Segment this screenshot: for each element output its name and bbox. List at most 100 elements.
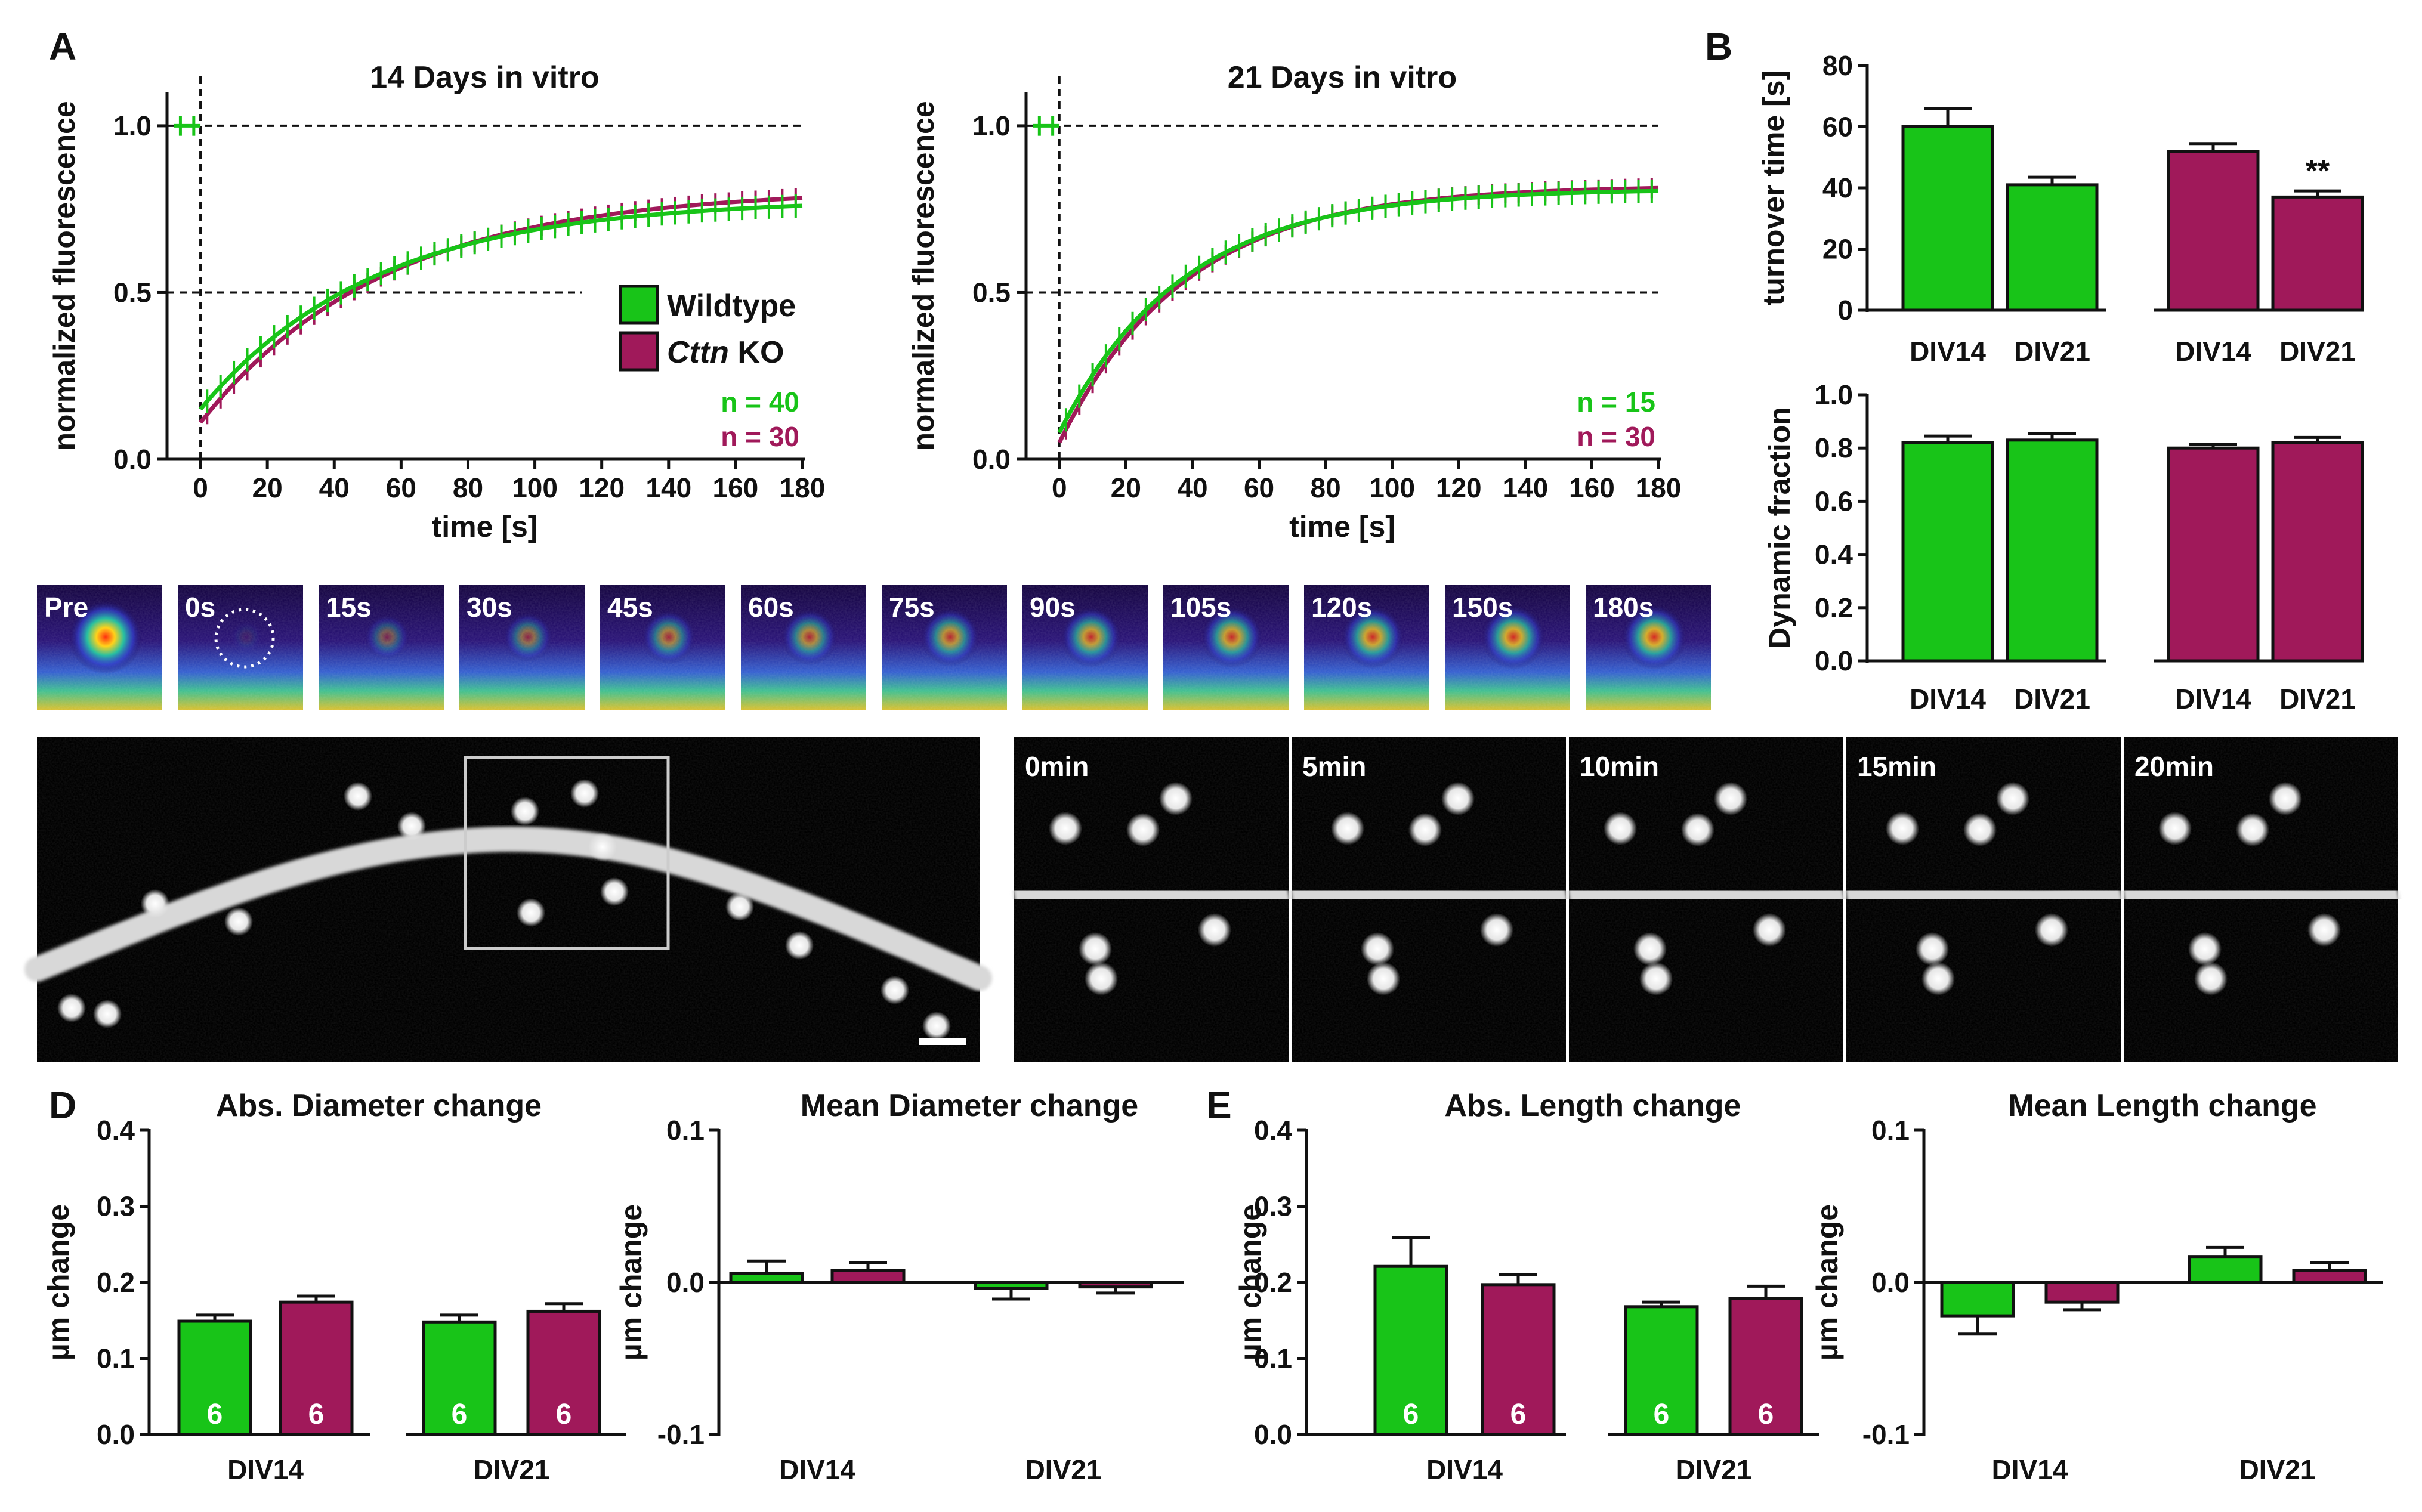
dendritic-spine: [2158, 812, 2192, 845]
dendritic-spine: [224, 907, 253, 936]
group-label: DIV14: [1426, 1454, 1503, 1485]
dendrite-shaft: [1845, 882, 2123, 909]
frap-frame-label: 180s: [1593, 592, 1654, 623]
frap-frame-label: 45s: [607, 592, 653, 623]
category-label: DIV14: [1910, 684, 1986, 715]
y-tick-label: 0.4: [1815, 539, 1853, 570]
bar: [2271, 441, 2364, 663]
bar: [2271, 195, 2364, 312]
frap-frame: 120s: [1304, 585, 1429, 710]
y-tick-label: 0.6: [1815, 486, 1853, 517]
frap-frame: 105s: [1163, 585, 1289, 710]
y-tick-label: 0.1: [97, 1343, 135, 1374]
y-tick-label: 1.0: [113, 110, 152, 141]
bar-count-label: 6: [1758, 1399, 1774, 1430]
x-tick-label: 140: [1502, 472, 1548, 503]
y-tick-label: 0.0: [1815, 645, 1853, 676]
dendritic-spine: [1639, 962, 1673, 995]
dendritic-spine: [517, 898, 545, 927]
dendritic-spine: [1126, 813, 1160, 846]
n-label-wildtype: n = 40: [721, 386, 799, 418]
dendritic-spine: [1681, 813, 1714, 846]
timelapse-frame: 0min: [1012, 737, 1291, 1062]
category-label: DIV21: [2014, 684, 2090, 715]
frap-spine-signal: [1481, 604, 1546, 670]
frap-spine-signal: [364, 614, 410, 660]
dendritic-spine: [785, 931, 814, 960]
frap-frame: 30s: [459, 585, 585, 710]
group-label: DIV14: [779, 1454, 855, 1485]
dendritic-spine: [511, 797, 539, 825]
timelapse-frame-label: 10min: [1580, 751, 1659, 782]
legend-ko-label: Cttn KO: [667, 335, 784, 370]
y-tick-label: 0.5: [113, 277, 152, 308]
x-tick-label: 80: [1311, 472, 1341, 503]
x-tick-label: 160: [713, 472, 759, 503]
chart-title: Abs. Diameter change: [216, 1089, 542, 1123]
x-tick-label: 120: [579, 472, 625, 503]
legend: Wildtype Cttn KO: [619, 285, 796, 372]
frap-frame: 150s: [1445, 585, 1570, 710]
x-tick-label: 40: [1177, 472, 1207, 503]
dendrite-overview-image: [24, 737, 992, 1062]
micrograph-noise: [37, 737, 980, 1062]
dendrite-shaft: [2122, 882, 2401, 909]
y-tick-label: 0.0: [1254, 1419, 1292, 1450]
y-axis-label: Dynamic fraction: [1763, 407, 1796, 649]
group-label: DIV21: [474, 1454, 550, 1485]
bar: [2292, 1269, 2367, 1284]
dendritic-spine: [1049, 812, 1082, 845]
y-tick-label: 0.3: [97, 1191, 135, 1222]
dendritic-spine: [93, 1000, 122, 1028]
group-label: DIV21: [2239, 1454, 2316, 1485]
chart-title: 14 Days in vitro: [370, 60, 599, 95]
dendrite-shaft: [1290, 882, 1568, 909]
dendritic-spine: [57, 994, 86, 1022]
frap-frame: 0s: [178, 585, 303, 710]
dendritic-spine: [1886, 812, 1919, 845]
legend-ko-swatch: [619, 331, 659, 372]
timelapse-image-strip: 0min 5min 10min 15min 20min: [1012, 737, 2401, 1062]
y-tick-label: 0.0: [113, 444, 152, 475]
y-tick-label: -0.1: [1862, 1419, 1910, 1450]
panel-letter-d: D: [49, 1084, 76, 1127]
frap-frame-label: Pre: [44, 592, 88, 623]
timelapse-frame: 10min: [1567, 737, 1846, 1062]
y-axis-label: µm change: [42, 1204, 75, 1361]
group-label: DIV14: [227, 1454, 304, 1485]
y-axis-label: normalized fluorescence: [907, 101, 940, 450]
frap-frame: 15s: [319, 585, 444, 710]
panel-letter-a: A: [49, 25, 76, 68]
x-tick-label: 80: [453, 472, 483, 503]
dendritic-spine: [570, 779, 599, 808]
bar: [177, 1319, 252, 1436]
dendritic-spine: [881, 976, 909, 1004]
x-tick-label: 120: [1436, 472, 1482, 503]
chart-title: Mean Diameter change: [801, 1089, 1138, 1123]
y-tick-label: -0.1: [657, 1419, 705, 1450]
bar: [422, 1320, 497, 1436]
x-tick-label: 140: [645, 472, 691, 503]
y-tick-label: 0.2: [1254, 1267, 1292, 1298]
y-tick-label: 0.0: [972, 444, 1011, 475]
frap-frame-label: 60s: [748, 592, 794, 623]
frap-frame-label: 90s: [1030, 592, 1076, 623]
dendritic-spine: [922, 1012, 951, 1040]
zoom-region-box: [464, 756, 670, 950]
frap-frame-label: 75s: [889, 592, 935, 623]
bar-count-label: 6: [207, 1399, 223, 1430]
x-axis-label: time [s]: [432, 510, 538, 543]
dendrite-shaft: [24, 826, 992, 991]
timelapse-frame: 20min: [2122, 737, 2401, 1062]
category-label: DIV14: [2175, 684, 2251, 715]
y-tick-label: 0: [1837, 295, 1853, 326]
dendritic-spine: [1921, 962, 1955, 995]
y-tick-label: 0.0: [1871, 1267, 1910, 1298]
y-tick-label: 20: [1822, 234, 1853, 265]
dendritic-spine: [588, 833, 617, 861]
category-label: DIV21: [2279, 336, 2356, 367]
category-label: DIV21: [2279, 684, 2356, 715]
n-label-wildtype: n = 15: [1577, 386, 1655, 418]
y-tick-label: 40: [1822, 172, 1853, 203]
